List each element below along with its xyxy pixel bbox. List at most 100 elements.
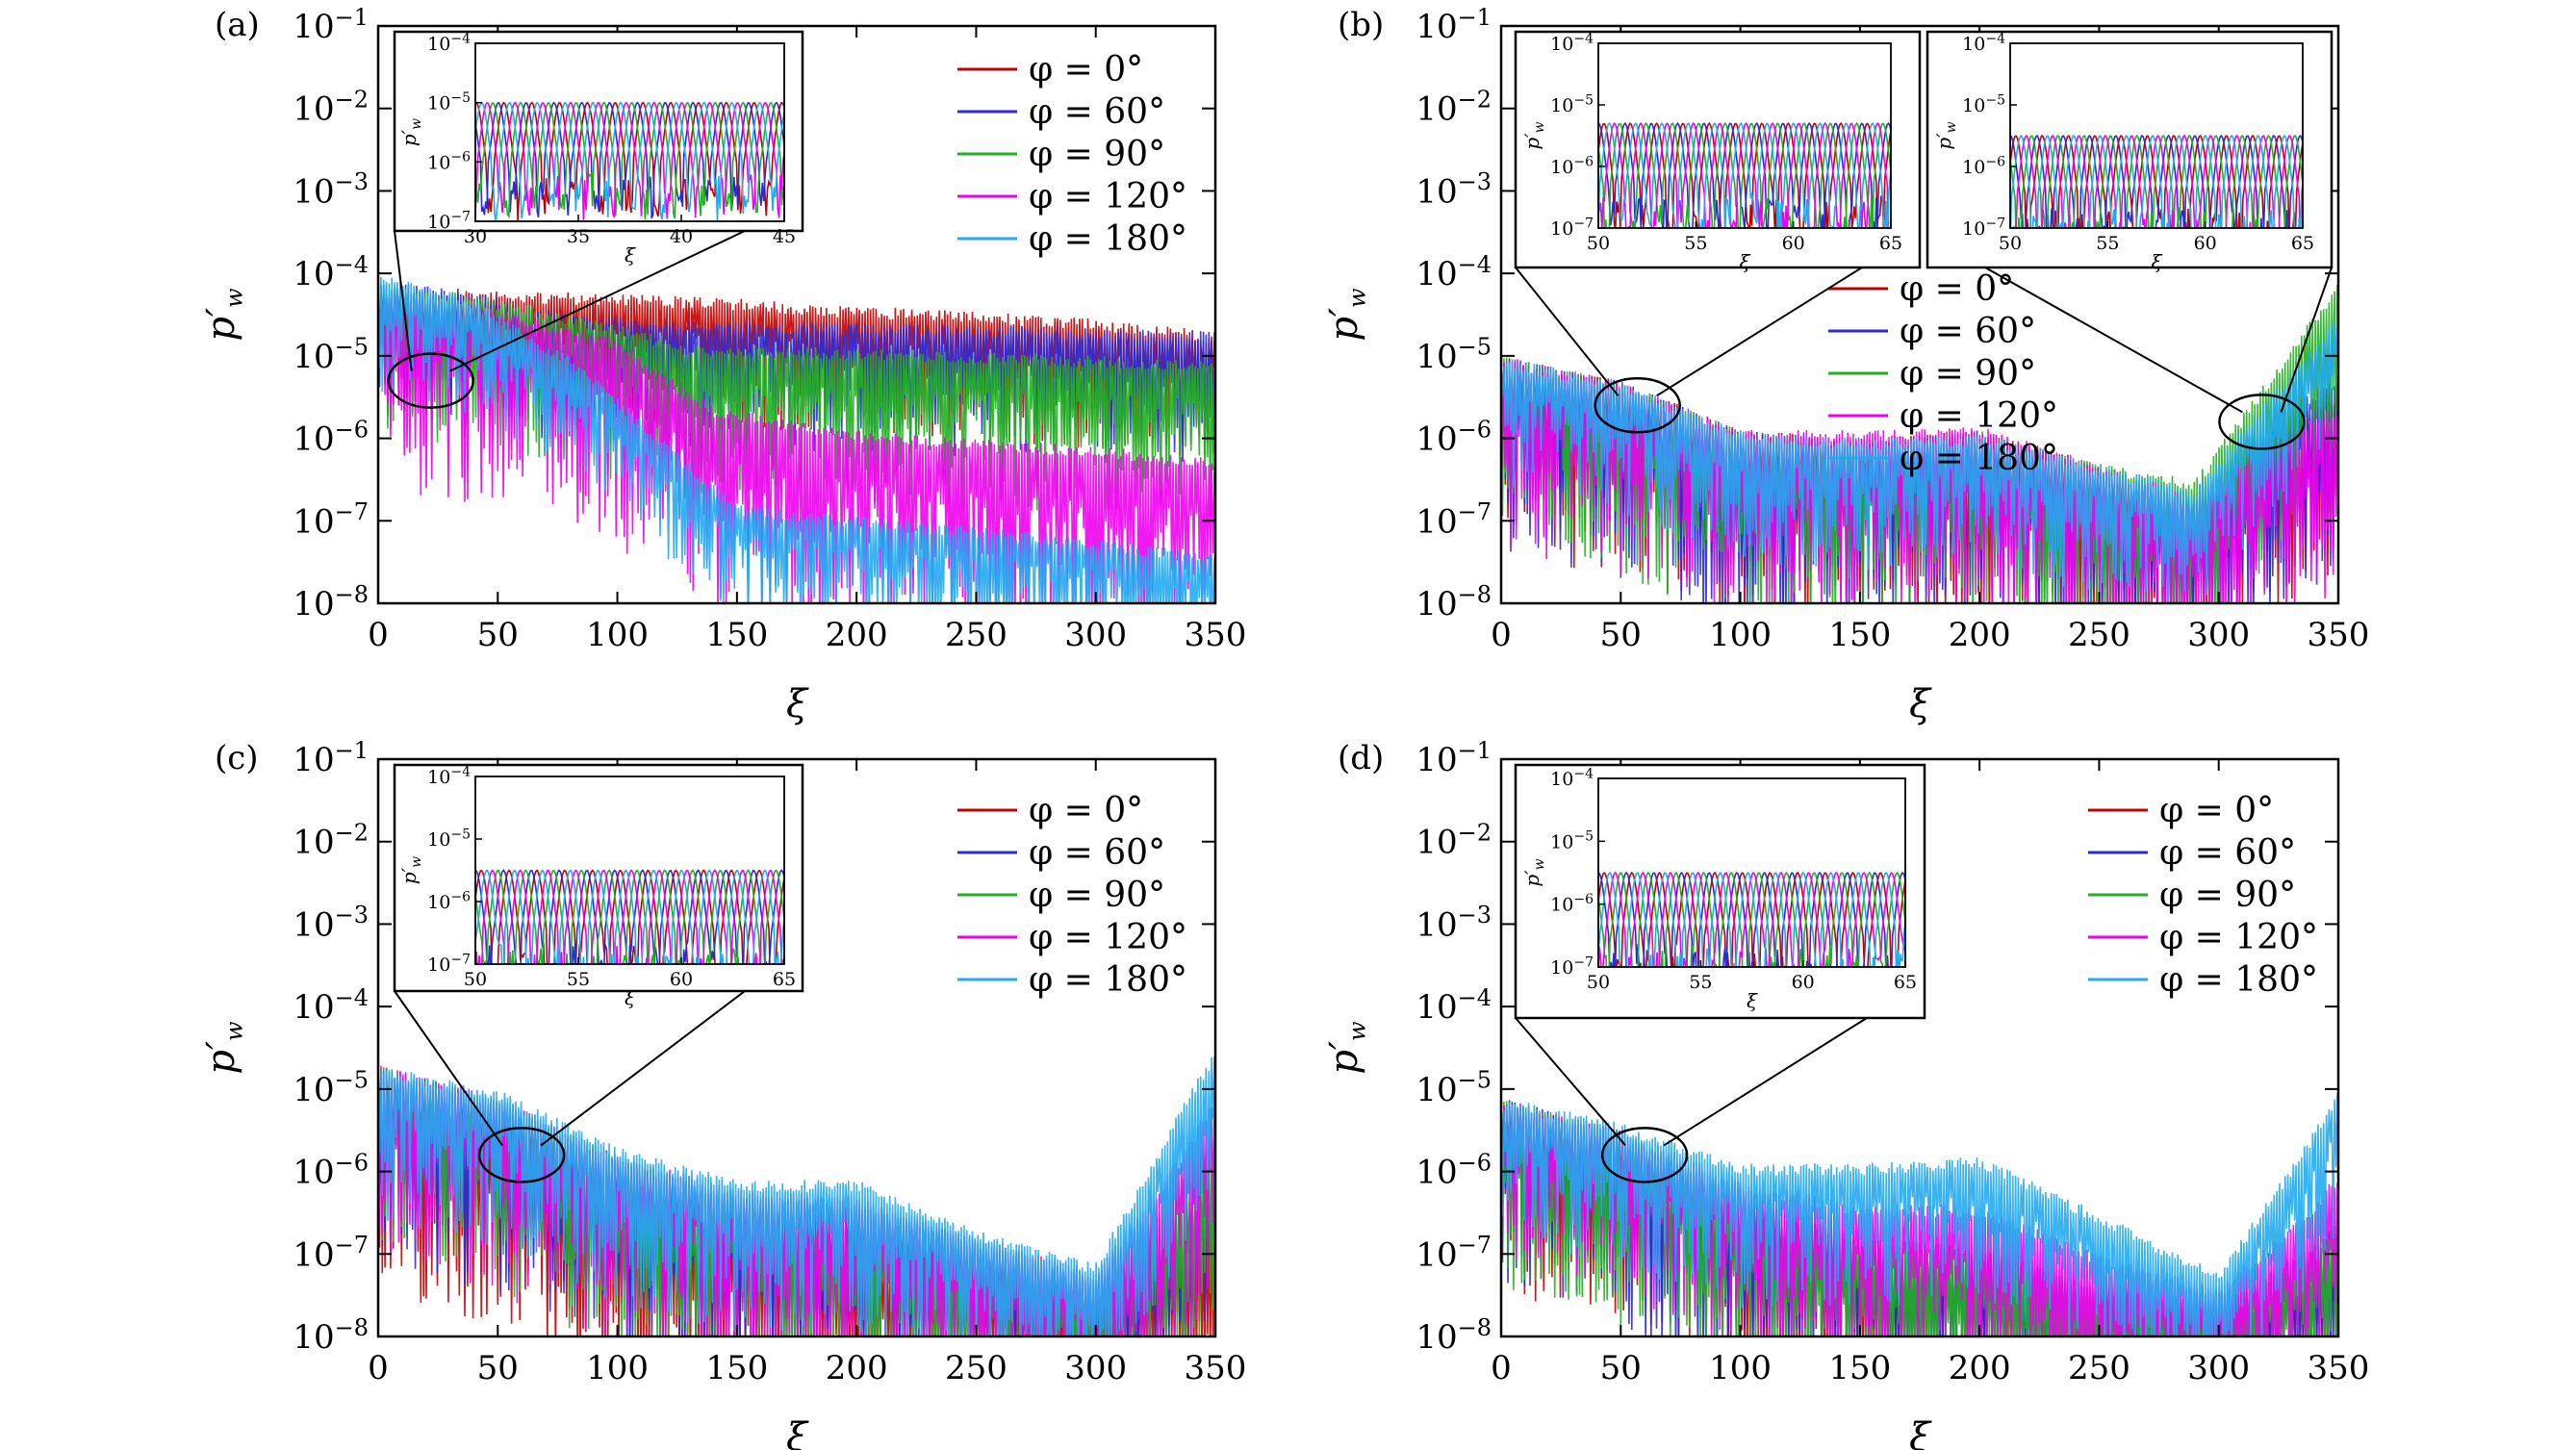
inset-x-axis-label: ξ [625, 243, 636, 267]
legend-label: φ = 60° [2159, 833, 2296, 873]
inset-y-axis-label: p′w [397, 856, 424, 884]
inset-y-tick-label: 10−4 [1962, 31, 2005, 55]
y-tick-label: 10−1 [293, 737, 369, 779]
inset-series-line-1 [475, 101, 784, 219]
inset-x-axis-label: ξ [1747, 989, 1758, 1012]
inset: 50 55 60 65 10−7 10−6 10−5 10−4 ξ p′w [1514, 30, 1922, 434]
inset: 50 55 60 65 10−7 10−6 10−5 10−4 ξ p′w [1926, 30, 2334, 450]
x-tick-label: 100 [1709, 1349, 1772, 1387]
legend-label: φ = 120° [2159, 918, 2318, 957]
inset: 50 55 60 65 10−7 10−6 10−5 10−4 ξ p′w [393, 763, 804, 1183]
y-axis-label: p′w [1322, 1021, 1370, 1075]
x-tick-label: 250 [945, 616, 1007, 654]
plot-area [1501, 284, 2338, 603]
legend-label: φ = 0° [1029, 791, 1143, 830]
inset-y-tick-label: 10−5 [1550, 92, 1594, 116]
panel-c: 0 50 100 150 200 250 300 350 10−8 10−7 10−6 10−5 10−… [199, 737, 1246, 1450]
inset-y-tick-label: 10−6 [1550, 154, 1594, 178]
inset: 30 35 40 45 10−7 10−6 10−5 10−4 ξ p′w [387, 30, 804, 409]
inset-x-tick-label: 65 [2291, 233, 2314, 254]
legend-label: φ = 90° [1029, 876, 1165, 915]
inset-y-tick-label: 10−5 [1550, 829, 1594, 853]
x-tick-label: 250 [2068, 616, 2130, 654]
x-tick-label: 350 [2308, 1349, 2370, 1387]
x-tick-label: 200 [1949, 616, 2011, 654]
y-tick-label: 10−6 [293, 416, 369, 458]
inset-x-tick-label: 65 [1894, 972, 1917, 993]
legend-label: φ = 90° [2159, 876, 2296, 915]
plot-area [378, 276, 1215, 603]
inset-x-tick-label: 35 [567, 226, 590, 247]
zoom-connector [1984, 267, 2243, 414]
x-tick-label: 100 [586, 616, 649, 654]
series-line-3 [1501, 356, 2338, 603]
y-tick-label: 10−5 [1416, 334, 1492, 376]
y-tick-label: 10−1 [1416, 4, 1492, 46]
y-tick-label: 10−3 [293, 168, 369, 211]
inset-y-tick-label: 10−7 [1962, 216, 2005, 240]
y-tick-label: 10−3 [1416, 902, 1492, 944]
y-tick-label: 10−5 [293, 1067, 369, 1109]
inset-series-line-3 [2010, 134, 2301, 228]
inset-y-tick-label: 10−4 [1550, 766, 1594, 790]
inset-series-line-4 [475, 101, 784, 221]
inset-x-tick-label: 65 [773, 969, 796, 990]
legend-label: φ = 60° [1029, 833, 1165, 873]
y-tick-label: 10−1 [293, 4, 369, 46]
legend-label: φ = 120° [1029, 177, 1187, 216]
x-tick-label: 350 [1185, 1349, 1247, 1387]
plot-area [1501, 1093, 2338, 1336]
x-tick-label: 100 [1709, 616, 1772, 654]
legend-label: φ = 0° [1900, 269, 2014, 309]
zoom-ellipse [1600, 1127, 1689, 1183]
y-tick-label: 10−2 [1416, 87, 1492, 129]
legend-label: φ = 180° [2159, 960, 2318, 1000]
inset-axes-frame [1597, 777, 1906, 968]
panel-label: (c) [215, 739, 259, 777]
y-tick-label: 10−4 [1416, 251, 1492, 293]
inset-axes-frame [1597, 42, 1892, 229]
y-tick-label: 10−3 [1416, 168, 1492, 211]
inset: 50 55 60 65 10−7 10−6 10−5 10−4 ξ p′w [1514, 763, 1926, 1183]
inset-plot-area [1598, 871, 1905, 967]
y-tick-label: 10−7 [1416, 1232, 1492, 1274]
inset-series-line-2 [1598, 871, 1905, 967]
zoom-connector [1663, 1017, 1868, 1147]
inset-x-tick-label: 60 [2194, 233, 2217, 254]
zoom-ellipse [477, 1127, 566, 1183]
zoom-connector [449, 230, 746, 372]
x-tick-label: 150 [1828, 1349, 1891, 1387]
inset-series-line-4 [1598, 871, 1905, 967]
y-tick-label: 10−2 [293, 87, 369, 129]
zoom-connector [2280, 267, 2333, 413]
inset-y-tick-label: 10−6 [427, 150, 471, 174]
x-tick-label: 350 [2308, 616, 2370, 654]
inset-y-tick-label: 10−7 [427, 952, 471, 976]
inset-x-tick-label: 50 [1999, 233, 2022, 254]
panel-d: 0 50 100 150 200 250 300 350 10−8 10−7 10−6 10−5 10−… [1322, 737, 2369, 1450]
inset-y-tick-label: 10−7 [1550, 954, 1594, 979]
inset-series-line-1 [2010, 134, 2303, 228]
y-tick-label: 10−3 [293, 902, 369, 944]
y-tick-label: 10−6 [1416, 416, 1492, 458]
inset-series-line-4 [475, 869, 784, 964]
y-tick-label: 10−5 [1416, 1067, 1492, 1109]
legend-label: φ = 0° [1029, 50, 1143, 89]
zoom-connector [1515, 267, 1620, 396]
panel-label: (b) [1338, 6, 1384, 44]
inset-x-tick-label: 40 [670, 226, 693, 247]
y-axis-label: p′w [199, 1021, 247, 1075]
zoom-ellipse [387, 352, 474, 409]
series-line-4 [1501, 1093, 2338, 1336]
panel-label: (d) [1338, 739, 1384, 777]
inset-series-line-4 [1598, 121, 1891, 228]
y-tick-label: 10−7 [1416, 498, 1492, 541]
inset-series-line-4 [2010, 134, 2303, 228]
legend-label: φ = 0° [2159, 791, 2274, 830]
inset-x-tick-label: 55 [1684, 233, 1707, 254]
y-tick-label: 10−6 [1416, 1149, 1492, 1191]
inset-axes-frame [2009, 42, 2304, 229]
inset-series-line-2 [475, 869, 784, 964]
x-axis-label: ξ [786, 1415, 809, 1450]
